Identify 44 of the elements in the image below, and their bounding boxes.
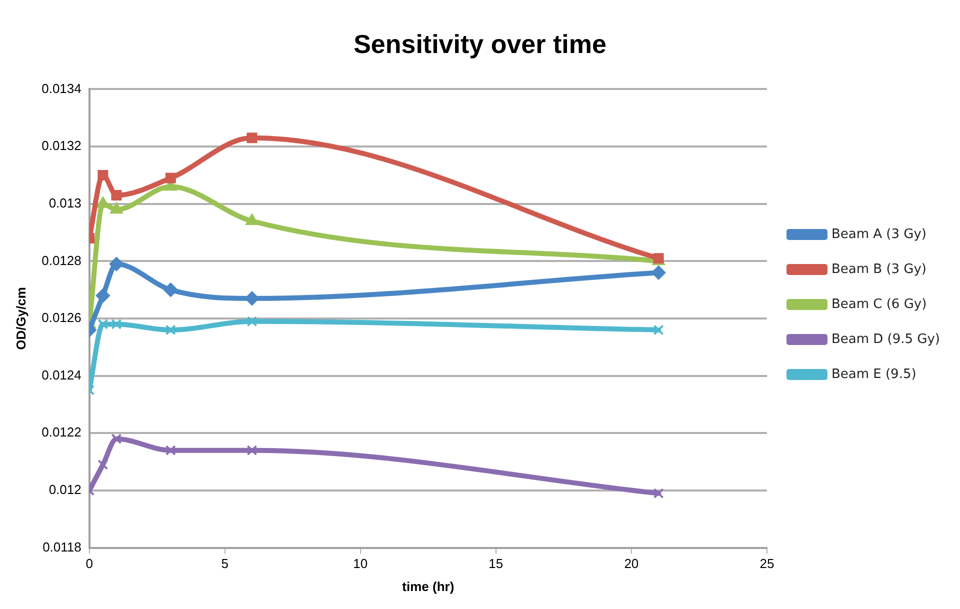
legend-label: Beam A (3 Gy) [831, 226, 926, 242]
point [98, 318, 108, 330]
y-tick-label: 0.0122 [42, 424, 82, 440]
x-tick-label: 10 [353, 556, 368, 572]
point [652, 266, 666, 280]
point [653, 324, 664, 336]
point [98, 459, 108, 470]
point [164, 282, 178, 297]
x-tick-label: 25 [760, 556, 774, 572]
point [109, 257, 124, 272]
point [653, 488, 664, 499]
point [165, 445, 176, 456]
point [96, 288, 110, 303]
legend-label: Beam D (9.5 Gy) [831, 332, 940, 347]
point [246, 316, 258, 327]
y-tick-label: 0.012 [48, 482, 82, 498]
chart-title: Sensitivity over time [354, 28, 606, 59]
point [244, 291, 259, 306]
x-axis-title: time (hr) [402, 578, 454, 594]
point [111, 190, 122, 200]
y-tick-label: 0.0128 [42, 252, 82, 268]
point [246, 445, 258, 456]
y-axis-title: OD/Gy/cm [13, 287, 28, 350]
point [246, 132, 258, 144]
point [246, 214, 258, 226]
point [111, 434, 122, 444]
x-tick-label: 5 [221, 556, 228, 572]
legend-label: Beam E (9.5) [831, 366, 916, 382]
y-tick-label: 0.0134 [42, 80, 82, 96]
y-tick-label: 0.0132 [42, 138, 82, 154]
point [165, 324, 176, 336]
legend-label: Beam C (6 Gy) [831, 296, 927, 312]
y-tick-label: 0.0118 [42, 539, 82, 554]
x-tick-label: 0 [86, 556, 93, 572]
x-tick-label: 15 [488, 556, 504, 572]
point [98, 170, 108, 180]
y-tick-label: 0.0124 [42, 367, 82, 382]
point [110, 202, 123, 214]
x-tick-label: 20 [624, 556, 639, 572]
point [111, 318, 122, 330]
y-tick-label: 0.0126 [42, 310, 82, 326]
y-tick-label: 0.013 [48, 195, 82, 210]
legend-label: Beam B (3 Gy) [831, 262, 927, 277]
point [165, 172, 176, 184]
